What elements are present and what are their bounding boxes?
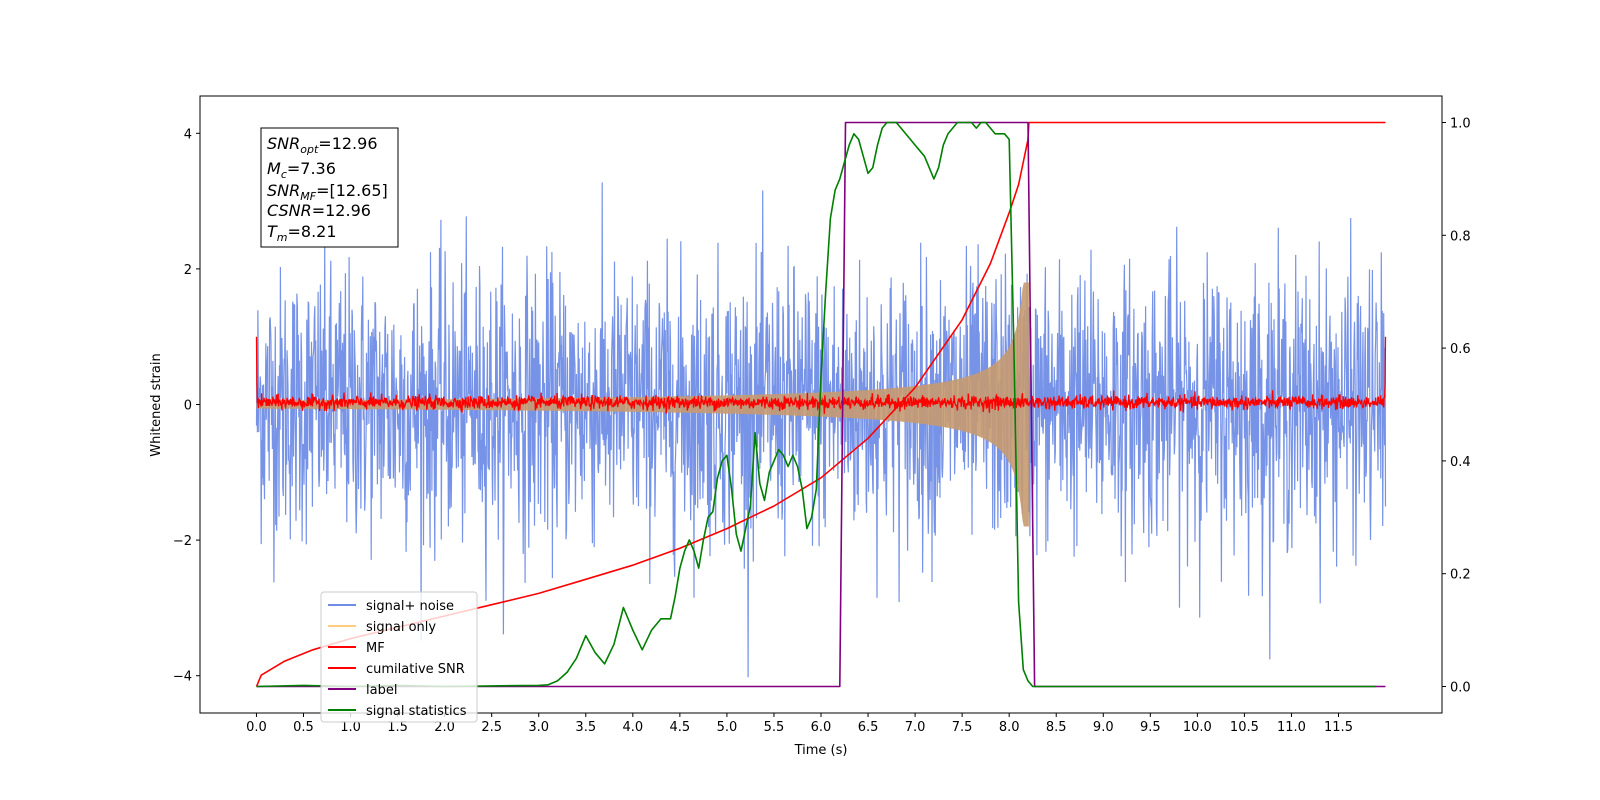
legend-entry: cumilative SNR xyxy=(366,662,465,677)
x-tick-label: 4.5 xyxy=(670,720,691,735)
annotation-snr-opt: SNRopt=12.96 xyxy=(267,134,378,156)
y-axis: 4 2 0 −2 −4 xyxy=(173,127,200,685)
x-tick-label: 11.0 xyxy=(1277,720,1306,735)
x-tick-label: 1.5 xyxy=(387,720,408,735)
x-tick-label: 4.0 xyxy=(622,720,643,735)
y-tick-label: −2 xyxy=(173,534,192,549)
y-axis-label: Whitened strain xyxy=(149,353,164,456)
x-tick-label: 2.5 xyxy=(481,720,502,735)
x-tick-label: 9.0 xyxy=(1093,720,1114,735)
x-tick-label: 11.5 xyxy=(1324,720,1353,735)
legend-entry: label xyxy=(366,683,397,698)
y2-tick-label: 1.0 xyxy=(1450,117,1471,132)
legend-entry: signal+ noise xyxy=(366,599,454,614)
y2-tick-label: 0.0 xyxy=(1450,680,1471,695)
x-tick-label: 5.0 xyxy=(717,720,738,735)
y-tick-label: 0 xyxy=(184,399,192,414)
x-tick-label: 6.5 xyxy=(858,720,879,735)
y-tick-label: 4 xyxy=(184,127,192,142)
legend: signal+ noise signal only MF cumilative SNR… xyxy=(320,591,478,723)
x-axis-label: Time (s) xyxy=(794,743,848,758)
y2-tick-label: 0.8 xyxy=(1450,229,1471,244)
x-tick-label: 10.0 xyxy=(1183,720,1212,735)
legend-frame xyxy=(320,591,478,723)
x-tick-label: 3.5 xyxy=(575,720,596,735)
y2-tick-label: 0.2 xyxy=(1450,568,1471,583)
x-tick-label: 10.5 xyxy=(1230,720,1259,735)
x-tick-label: 0.5 xyxy=(293,720,314,735)
x-tick-label: 0.0 xyxy=(246,720,267,735)
annotation-csnr: CSNR=12.96 xyxy=(267,201,371,220)
y-tick-label: 2 xyxy=(184,263,192,278)
y2-tick-label: 0.6 xyxy=(1450,342,1471,357)
annotation-box: SNRopt=12.96 Mc=7.36 SNRMF=[12.65] CSNR=… xyxy=(260,127,399,248)
x-tick-label: 2.0 xyxy=(434,720,455,735)
x-tick-label: 1.0 xyxy=(340,720,361,735)
x-tick-label: 3.0 xyxy=(528,720,549,735)
legend-entry: signal only xyxy=(366,620,436,635)
annotation-mc: Mc=7.36 xyxy=(267,159,336,181)
series-mf xyxy=(255,336,1387,414)
x-tick-label: 9.5 xyxy=(1140,720,1161,735)
series-signal-statistics xyxy=(256,121,1377,688)
legend-entry: signal statistics xyxy=(366,704,467,719)
x-tick-label: 5.5 xyxy=(764,720,785,735)
x-tick-label: 8.5 xyxy=(1046,720,1067,735)
x-axis: 0.0 0.5 1.0 1.5 2.0 2.5 3.0 3.5 4.0 4.5 5.0 5.5 6.0 6… xyxy=(246,713,1353,735)
annotation-tm: Tm=8.21 xyxy=(267,222,337,244)
y-tick-label: −4 xyxy=(173,670,192,685)
legend-entry: MF xyxy=(366,641,385,656)
y2-tick-label: 0.4 xyxy=(1450,455,1471,470)
x-tick-label: 8.0 xyxy=(999,720,1020,735)
y2-axis: 1.0 0.8 0.6 0.4 0.2 0.0 xyxy=(1442,117,1471,695)
annotation-snr-mf: SNRMF=[12.65] xyxy=(267,181,388,203)
x-tick-label: 6.0 xyxy=(811,720,832,735)
annotation-frame xyxy=(260,127,399,248)
x-tick-label: 7.5 xyxy=(952,720,973,735)
x-tick-label: 7.0 xyxy=(905,720,926,735)
